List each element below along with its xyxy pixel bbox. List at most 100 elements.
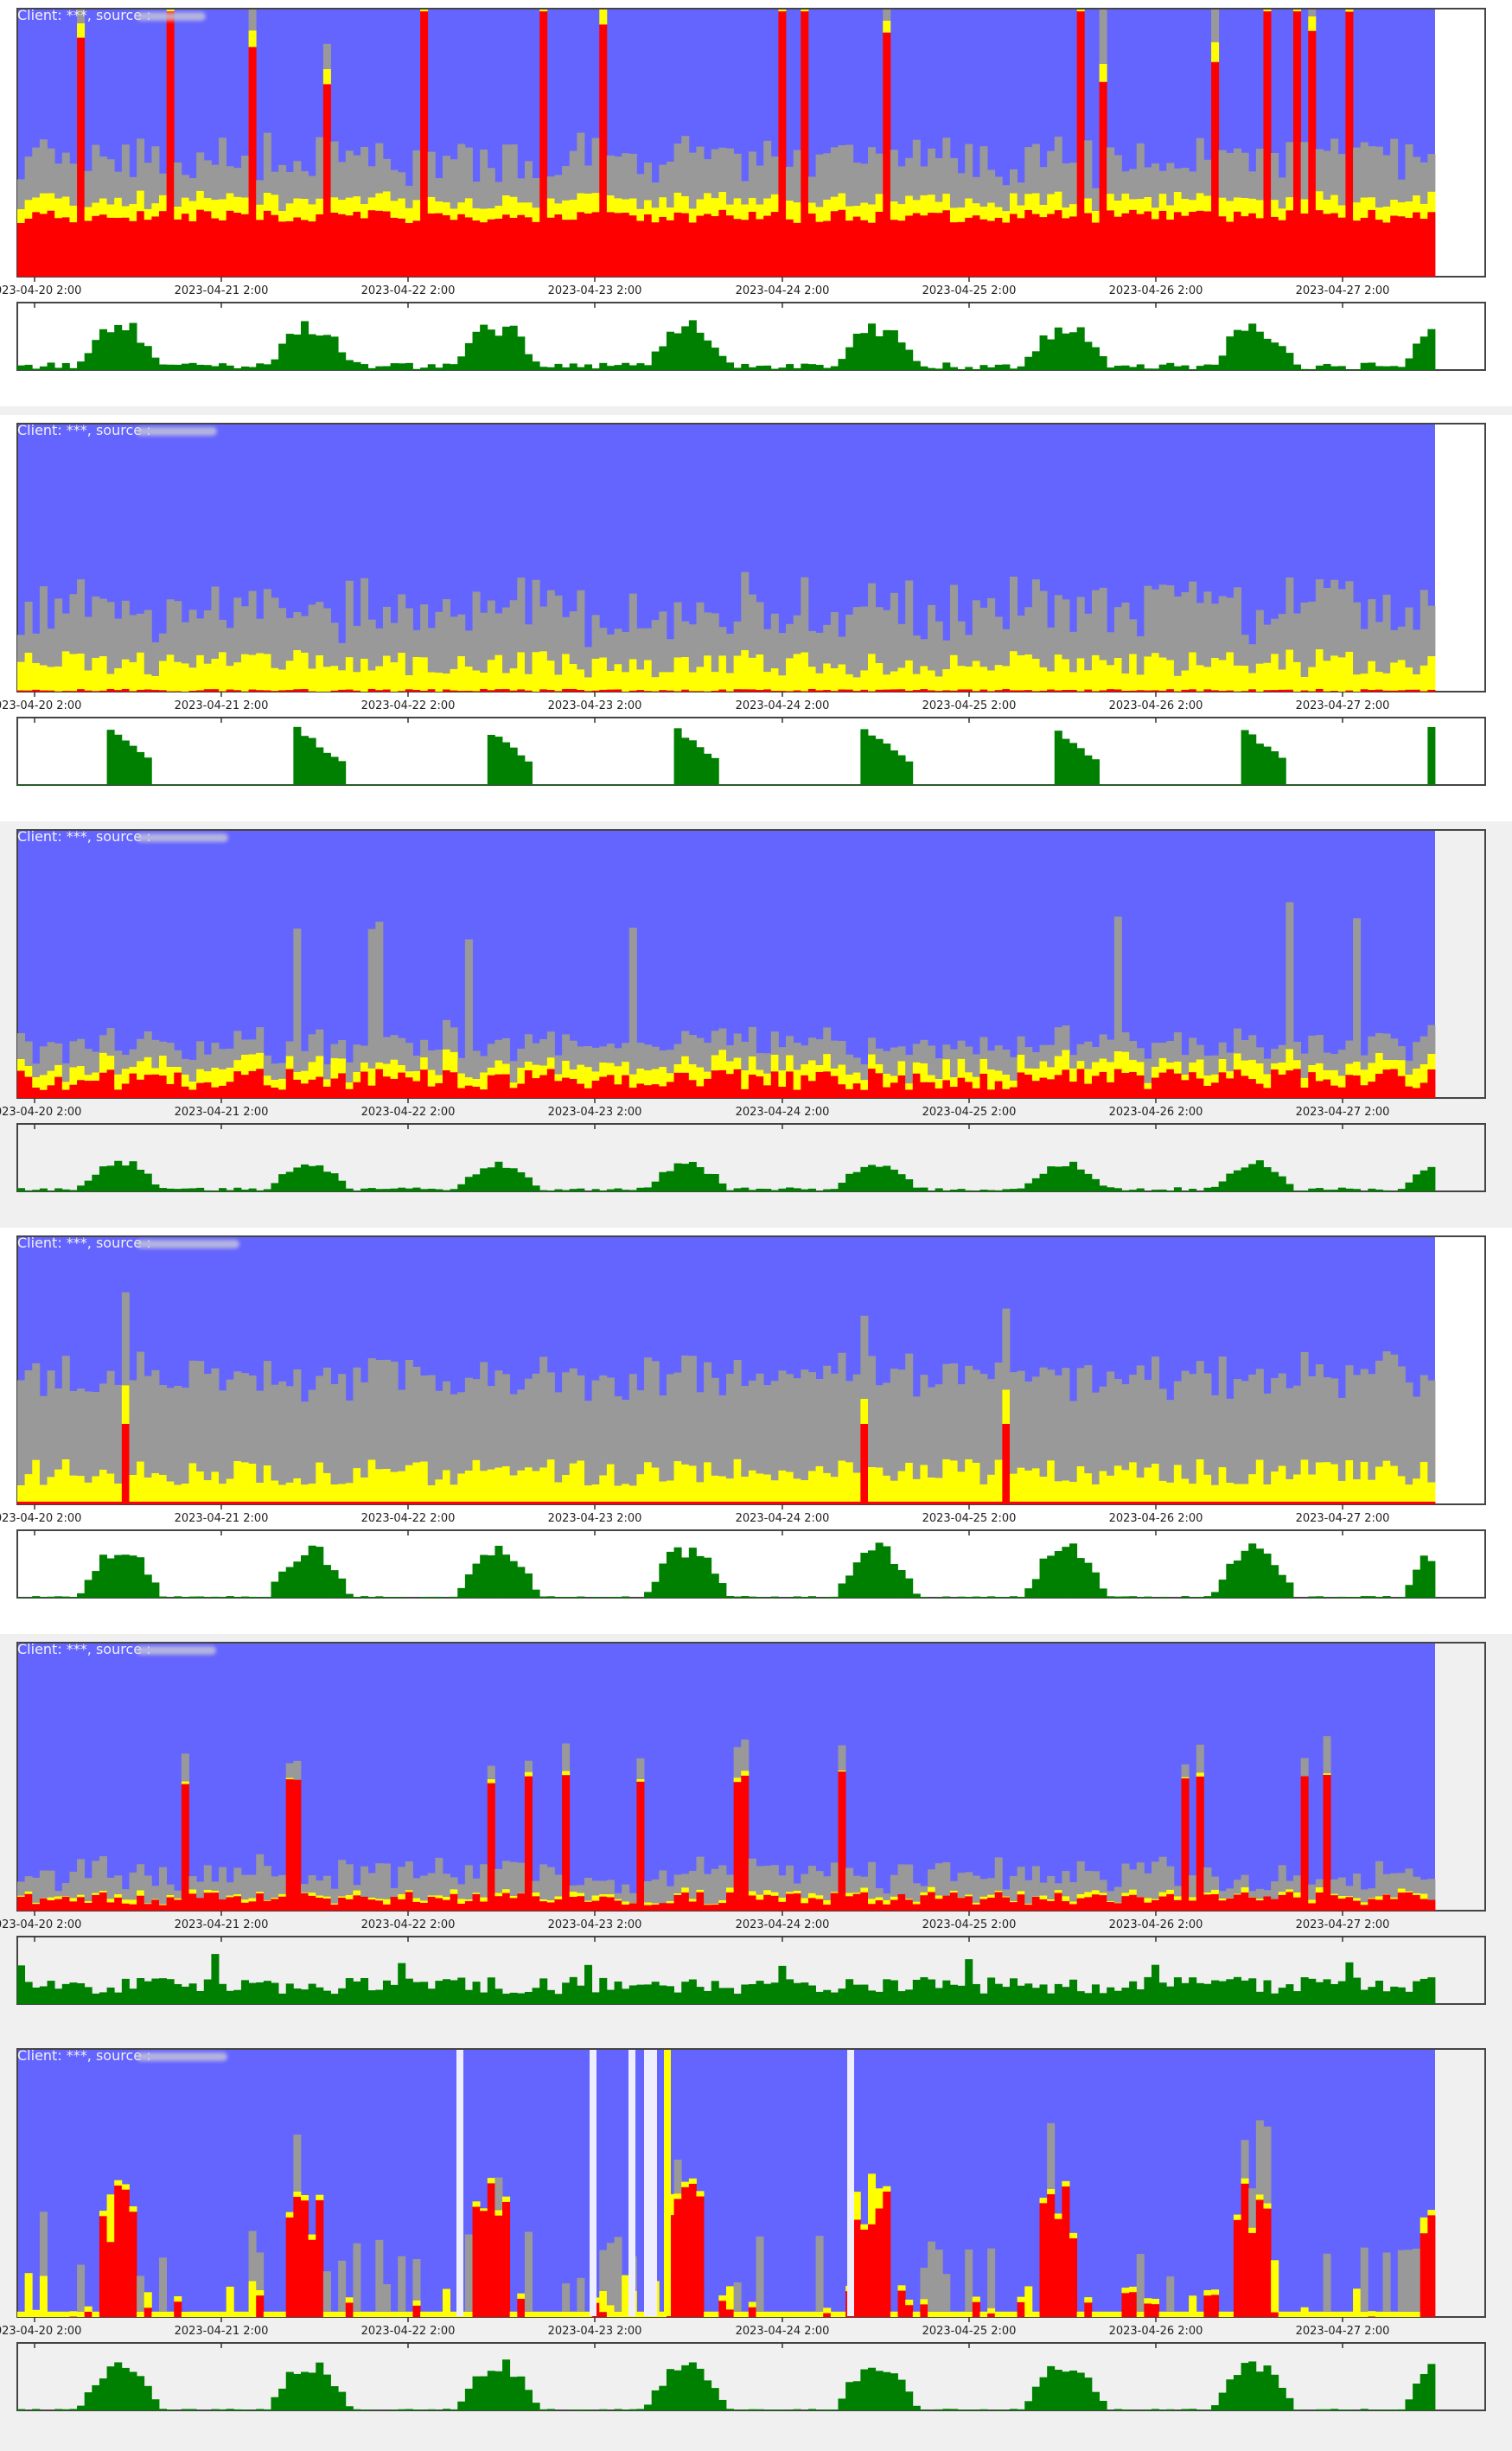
yellow-bar: [1054, 654, 1062, 691]
gray-bar: [121, 1889, 130, 1900]
yellow-bar: [54, 2311, 63, 2317]
yellow-bar: [524, 1467, 533, 1502]
gray-bar: [1076, 597, 1085, 659]
yellow-bar: [1136, 674, 1145, 691]
yellow-bar: [338, 2311, 347, 2317]
volume-bar: [1144, 368, 1152, 370]
yellow-bar: [1419, 665, 1428, 692]
gray-bar: [860, 1315, 869, 1400]
volume-bar: [487, 329, 495, 370]
red-bar: [905, 2305, 914, 2317]
yellow-bar: [1330, 2311, 1339, 2317]
yellow-bar: [868, 1899, 877, 1905]
yellow-bar: [84, 207, 93, 221]
gray-bar: [957, 173, 966, 207]
yellow-bar: [1069, 1901, 1078, 1905]
yellow-bar: [435, 1075, 443, 1083]
red-bar: [322, 1501, 331, 1504]
volume-bar: [464, 1177, 473, 1191]
yellow-bar: [196, 2311, 205, 2317]
gray-bar: [1152, 1356, 1160, 1464]
yellow-bar: [151, 1899, 160, 1900]
volume-bar: [875, 2371, 884, 2410]
red-bar: [1181, 1501, 1190, 1504]
red-bar: [1069, 216, 1078, 277]
gray-bar: [1158, 584, 1167, 658]
gray-bar: [673, 1372, 682, 1462]
volume-bar: [99, 1166, 107, 1191]
yellow-bar: [256, 1892, 265, 1894]
gray-bar: [1405, 607, 1413, 668]
volume-bar: [1286, 2397, 1294, 2410]
gray-bar: [807, 1037, 816, 1061]
yellow-bar: [240, 1899, 249, 1903]
volume-bar: [293, 2373, 302, 2410]
yellow-bar: [860, 202, 869, 220]
gray-bar: [577, 132, 585, 194]
red-bar: [591, 1900, 600, 1911]
volume-bar: [353, 1597, 361, 1598]
gray-bar: [330, 141, 339, 198]
volume-bar: [830, 1189, 839, 1191]
gray-bar: [54, 1388, 63, 1470]
yellow-bar: [778, 10, 787, 12]
volume-bar: [651, 2390, 660, 2410]
yellow-bar: [1010, 651, 1018, 691]
gray-bar: [659, 1870, 667, 1904]
yellow-bar: [599, 2291, 608, 2313]
yellow-bar: [673, 1063, 682, 1073]
yellow-bar: [1121, 1051, 1130, 1074]
red-bar: [770, 1071, 779, 1098]
red-bar: [1248, 689, 1257, 692]
gray-bar: [106, 1877, 115, 1899]
gray-bar: [718, 1865, 727, 1900]
volume-bar: [1360, 1596, 1368, 1598]
red-bar: [807, 214, 816, 277]
volume-bar: [1069, 1161, 1078, 1191]
red-bar: [935, 213, 943, 277]
yellow-bar: [450, 1889, 458, 1894]
gray-bar: [1427, 154, 1436, 192]
volume-bar: [256, 2409, 265, 2410]
gray-bar: [382, 1863, 391, 1899]
yellow-bar: [285, 1056, 294, 1069]
gray-bar: [345, 1864, 354, 1895]
yellow-bar: [494, 654, 503, 690]
volume-bar: [1039, 1173, 1048, 1191]
yellow-bar: [1337, 1480, 1346, 1502]
gray-bar: [159, 633, 168, 661]
volume-bar: [121, 1554, 130, 1598]
yellow-bar: [1255, 1063, 1264, 1084]
red-bar: [472, 1086, 481, 1098]
yellow-bar: [852, 206, 861, 217]
yellow-bar: [1427, 1482, 1436, 1502]
yellow-bar: [1248, 1474, 1257, 1502]
yellow-bar: [1241, 665, 1249, 692]
yellow-bar: [726, 673, 735, 692]
gray-bar: [166, 599, 175, 655]
red-bar: [704, 1078, 712, 1098]
volume-bar: [1337, 1187, 1346, 1191]
volume-bar: [1427, 1561, 1436, 1598]
yellow-bar: [1203, 667, 1212, 690]
yellow-bar: [233, 2311, 242, 2317]
volume-bar: [979, 365, 988, 370]
volume-bar: [1031, 1988, 1040, 2004]
volume-bar: [181, 1597, 189, 1598]
yellow-bar: [256, 1483, 265, 1502]
gray-bar: [651, 1361, 660, 1468]
volume-bar: [137, 751, 145, 785]
yellow-bar: [99, 198, 107, 215]
gray-bar: [584, 647, 593, 678]
volume-bar: [84, 353, 93, 370]
red-bar: [928, 1892, 936, 1911]
yellow-bar: [494, 2210, 503, 2216]
gray-bar: [1419, 1036, 1428, 1064]
volume-bar: [494, 737, 503, 785]
gray-bar: [793, 1043, 801, 1070]
gray-bar: [1330, 1879, 1339, 1894]
gray-bar: [316, 137, 324, 199]
yellow-bar: [405, 2311, 413, 2317]
gray-bar: [838, 1041, 846, 1065]
x-tick-label: 2023-04-25 2:00: [922, 2325, 1017, 2338]
